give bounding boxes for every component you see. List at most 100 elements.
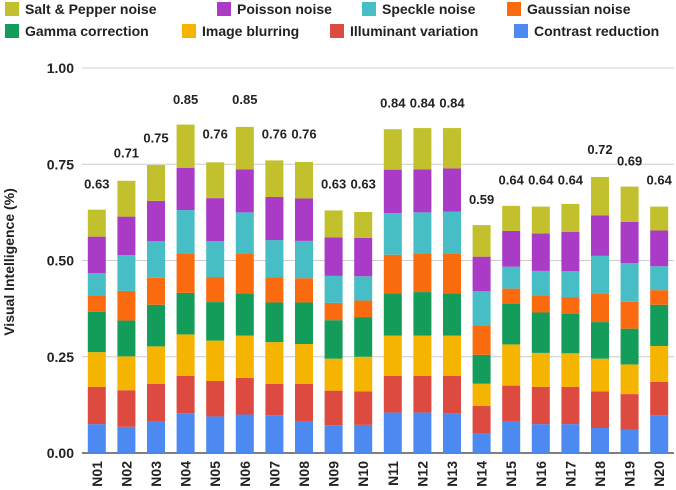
bar-segment	[502, 421, 521, 453]
bar-segment	[383, 169, 402, 214]
x-tick-label: N12	[414, 461, 430, 487]
y-axis-ticks: 0.00 0.25 0.50 0.75 1.00	[47, 60, 74, 461]
bar-segment	[147, 200, 165, 242]
bar-segment	[561, 271, 580, 298]
bar-segment	[117, 255, 136, 291]
bar-segment	[235, 335, 254, 378]
x-tick-label: N13	[444, 461, 460, 487]
total-label: 0.69	[617, 153, 642, 168]
bar-segment	[383, 376, 402, 413]
y-axis-label: Visual Intelligence (%)	[1, 188, 17, 336]
bar-segment	[354, 356, 373, 392]
bar-segment	[324, 425, 343, 453]
legend-item-salt-pepper: Salt & Pepper noise	[5, 1, 157, 17]
bar-segment	[650, 266, 669, 291]
gridlines	[82, 67, 674, 454]
bar-segment	[531, 352, 550, 387]
bar-segment	[443, 293, 461, 336]
bar-segment	[591, 176, 609, 216]
bar-segment	[265, 415, 284, 453]
bar-segment	[147, 383, 165, 422]
bar-segment	[147, 346, 165, 384]
total-label: 0.59	[469, 192, 494, 207]
bar-segment	[650, 230, 669, 267]
bar-segment	[117, 180, 136, 217]
legend-item-gamma: Gamma correction	[5, 23, 149, 39]
x-tick-label: N07	[266, 461, 282, 487]
bar-segment	[87, 236, 106, 274]
legend-label: Image blurring	[202, 23, 299, 39]
bar-segment	[413, 412, 432, 453]
bar-segment	[413, 128, 432, 170]
bar-segment	[620, 186, 639, 222]
bar-segment	[472, 225, 491, 257]
bar-segment	[265, 302, 284, 343]
bar-segment	[383, 129, 402, 170]
bar-segment	[443, 168, 461, 212]
bar-segment	[561, 297, 580, 314]
bar-segment	[650, 381, 669, 416]
bar-segment	[472, 383, 491, 407]
total-label: 0.63	[321, 176, 346, 191]
bar-segment	[591, 293, 609, 323]
x-tick-label: N09	[326, 461, 342, 487]
bar-segment	[295, 278, 313, 303]
bar-segment	[561, 424, 580, 453]
bar-segment	[354, 276, 373, 301]
bar-segment	[354, 211, 373, 238]
bar-segment	[87, 209, 106, 237]
bar-segment	[620, 364, 639, 395]
x-tick-label: N19	[622, 461, 638, 487]
x-tick-label: N18	[592, 461, 608, 487]
bar-segment	[265, 383, 284, 416]
bar-segment	[413, 212, 432, 254]
bar-segment	[620, 263, 639, 302]
bar-segment	[87, 295, 106, 312]
bar-segment	[531, 424, 550, 453]
total-label: 0.64	[558, 173, 584, 188]
bar-segment	[472, 406, 491, 434]
bar-segment	[206, 340, 225, 382]
legend-label: Poisson noise	[237, 1, 332, 17]
bars	[87, 124, 669, 453]
y-tick-label: 0.00	[47, 445, 74, 461]
bar-segment	[531, 233, 550, 271]
bar-segment	[502, 230, 521, 267]
bar-segment	[413, 376, 432, 413]
bar-segment	[176, 210, 195, 254]
x-tick-label: N15	[503, 461, 519, 487]
bar-segment	[354, 317, 373, 357]
legend-item-gaussian: Gaussian noise	[507, 1, 631, 17]
legend-item-blurring: Image blurring	[182, 23, 299, 39]
bar-segment	[295, 161, 313, 199]
total-label: 0.64	[528, 173, 554, 188]
bar-segment	[87, 424, 106, 453]
bar-segment	[206, 381, 225, 417]
total-label: 0.76	[291, 126, 316, 141]
bar-segment	[502, 385, 521, 422]
bar-segment	[531, 295, 550, 313]
bar-segment	[147, 277, 165, 305]
total-label: 0.85	[173, 92, 198, 107]
y-tick-label: 0.25	[47, 349, 74, 365]
x-tick-label: N03	[148, 461, 164, 487]
bar-segment	[265, 196, 284, 241]
total-label: 0.71	[114, 146, 139, 161]
legend: Salt & Pepper noise Poisson noise Speckl…	[5, 1, 659, 39]
bar-segment	[206, 302, 225, 341]
bar-segment	[531, 206, 550, 234]
bar-segment	[295, 344, 313, 384]
legend-swatch	[182, 24, 196, 38]
legend-label: Gaussian noise	[527, 1, 631, 17]
total-label: 0.64	[499, 173, 525, 188]
bar-segment	[147, 421, 165, 453]
bar-segment	[87, 273, 106, 296]
bar-segment	[531, 270, 550, 296]
legend-swatch	[514, 24, 528, 38]
bar-segment	[295, 302, 313, 345]
x-axis-ticks: N01 N02 N03 N04 N05 N06 N07 N08 N09 N10 N11 N12 N13 N…	[89, 461, 667, 487]
bar-segment	[117, 216, 136, 256]
bar-segment	[117, 320, 136, 357]
total-label: 0.76	[203, 126, 228, 141]
legend-label: Salt & Pepper noise	[25, 1, 157, 17]
